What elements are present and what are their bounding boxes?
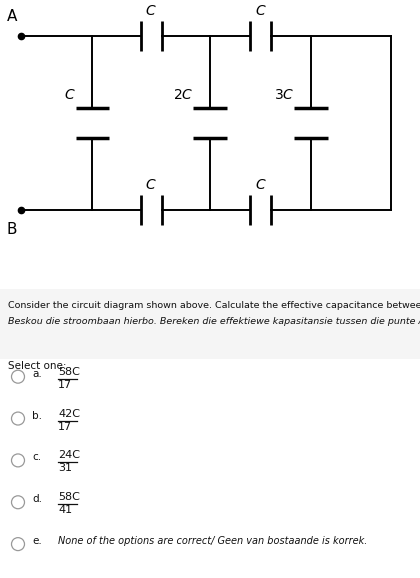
Bar bbox=[0, 289, 420, 359]
Text: 24C: 24C bbox=[58, 450, 80, 461]
Text: a.: a. bbox=[32, 369, 42, 379]
Text: e.: e. bbox=[32, 536, 42, 546]
Text: 58C: 58C bbox=[58, 366, 80, 377]
Text: $C$: $C$ bbox=[64, 88, 76, 102]
Text: d.: d. bbox=[32, 494, 42, 504]
Text: B: B bbox=[6, 223, 17, 238]
Text: $C$: $C$ bbox=[145, 4, 157, 18]
Text: $C$: $C$ bbox=[255, 4, 266, 18]
Text: 42C: 42C bbox=[58, 409, 80, 418]
Text: 17: 17 bbox=[58, 380, 72, 390]
Text: $C$: $C$ bbox=[255, 179, 266, 192]
Text: $3C$: $3C$ bbox=[273, 88, 294, 102]
Text: $C$: $C$ bbox=[145, 179, 157, 192]
Text: 17: 17 bbox=[58, 421, 72, 432]
Text: b.: b. bbox=[32, 410, 42, 421]
Text: $2C$: $2C$ bbox=[173, 88, 193, 102]
Text: None of the options are correct/ Geen van bostaande is korrek.: None of the options are correct/ Geen va… bbox=[58, 536, 368, 546]
Text: 31: 31 bbox=[58, 464, 72, 473]
Text: 41: 41 bbox=[58, 505, 72, 515]
Text: Beskou die stroombaan hierbo. Bereken die effektiewe kapasitansie tussen die pun: Beskou die stroombaan hierbo. Bereken di… bbox=[8, 317, 420, 326]
Text: c.: c. bbox=[32, 453, 41, 462]
Text: A: A bbox=[6, 9, 17, 24]
Text: Select one:: Select one: bbox=[8, 361, 66, 370]
Text: 58C: 58C bbox=[58, 492, 80, 502]
Text: Consider the circuit diagram shown above. Calculate the effective capacitance be: Consider the circuit diagram shown above… bbox=[8, 301, 420, 310]
